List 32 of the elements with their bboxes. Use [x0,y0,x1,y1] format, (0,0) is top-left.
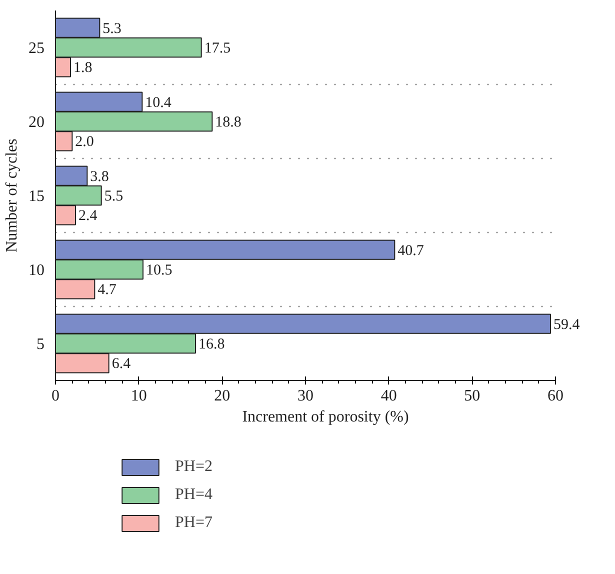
data-label: 2.4 [78,208,98,224]
x-tick-label: 30 [298,388,314,404]
legend-label: PH=4 [175,486,212,504]
legend-label: PH=7 [175,514,212,532]
x-tick-label: 0 [52,388,60,404]
data-label: 59.4 [554,316,580,333]
data-label: 40.7 [398,242,424,259]
data-label: 1.8 [74,60,92,76]
data-label: 5.3 [102,20,122,37]
x-axis-title: Increment of porosity (%) [242,408,409,426]
x-tick-label: 10 [130,388,147,404]
data-label: 2.0 [75,134,94,150]
y-tick-label: 10 [28,262,44,279]
y-tick-label: 5 [36,336,44,353]
data-label: 10.4 [145,94,172,111]
data-label: 18.8 [215,114,242,130]
data-label: 3.8 [90,168,109,185]
y-tick-label: 25 [28,40,44,57]
data-label: 17.5 [204,40,231,56]
y-axis-title: Number of cycles [4,138,20,252]
y-tick-label: 20 [28,114,44,131]
legend-label: PH=2 [175,458,212,476]
data-label: 4.7 [98,282,117,298]
y-tick-label: 15 [28,188,44,205]
data-label: 16.8 [198,336,225,352]
x-tick-label: 50 [464,388,480,404]
x-tick-label: 60 [548,388,564,404]
data-label: 10.5 [146,262,172,278]
x-tick-label: 40 [380,388,397,404]
data-label: 5.5 [104,188,124,204]
data-label: 6.4 [112,356,132,372]
x-tick-label: 20 [214,388,230,404]
